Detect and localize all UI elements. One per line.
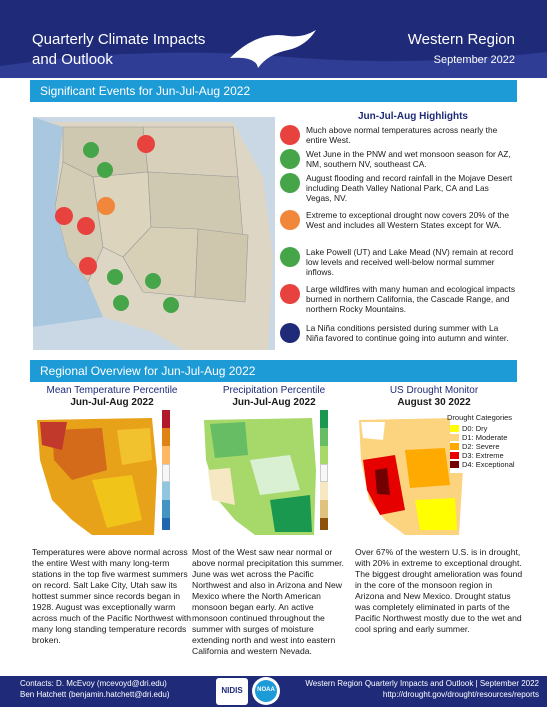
d4-swatch xyxy=(450,461,459,468)
flood-icon xyxy=(280,173,300,193)
highlights-title: Jun-Jul-Aug Highlights xyxy=(358,111,468,122)
report-date: September 2022 xyxy=(433,54,515,66)
d1-label: D1: Moderate xyxy=(462,433,508,442)
drought-monitor-map xyxy=(355,410,515,540)
map-icon-drought xyxy=(97,197,115,215)
map-shapes xyxy=(33,117,275,350)
map-icon-flood xyxy=(97,162,113,178)
map-icon-reservoir xyxy=(107,269,123,285)
contact-mcevoy: Contacts: D. McEvoy (mcevoyd@dri.edu) xyxy=(20,679,167,688)
drought-title: US Drought Monitor xyxy=(389,385,479,396)
d2-label: D2: Severe xyxy=(462,442,500,451)
temperature-percentile-map xyxy=(32,410,162,540)
drought-legend-title: Drought Categories xyxy=(447,413,513,422)
map-icon-reservoir-2 xyxy=(145,273,161,289)
temperature-period: Jun-Jul-Aug 2022 xyxy=(70,397,154,408)
footer-report-title: Western Region Quarterly Impacts and Out… xyxy=(305,679,539,688)
d0-swatch xyxy=(450,425,459,432)
precipitation-percentile-map xyxy=(200,410,318,540)
map-icon-fire xyxy=(55,207,73,225)
footer: Contacts: D. McEvoy (mcevoyd@dri.edu) Be… xyxy=(0,676,547,707)
map-icon-thermometer-3 xyxy=(79,257,97,275)
d0-label: D0: Dry xyxy=(462,424,488,433)
drought-period: August 30 2022 xyxy=(397,397,471,408)
report-title: Quarterly Climate Impacts and Outlook xyxy=(32,31,206,68)
region-title: Western Region xyxy=(407,31,515,48)
significant-events-band: Significant Events for Jun-Jul-Aug 2022 xyxy=(30,80,517,102)
reservoir-icon xyxy=(280,247,300,267)
thermometer-icon xyxy=(280,125,300,145)
la-nina-icon xyxy=(280,323,300,343)
d2-swatch xyxy=(450,443,459,450)
precipitation-text: Most of the West saw near normal or abov… xyxy=(192,547,344,656)
wildfire-icon xyxy=(280,284,300,304)
highlight-text: Large wildfires with many human and ecol… xyxy=(306,284,516,315)
noaa-bird-icon xyxy=(230,30,316,68)
map-icon-thermometer-2 xyxy=(77,217,95,235)
regional-overview-band: Regional Overview for Jun-Jul-Aug 2022 xyxy=(30,360,517,382)
nidis-logo-text: NIDIS xyxy=(221,686,243,695)
precipitation-title: Precipitation Percentile xyxy=(222,385,326,396)
significant-events-title: Significant Events for Jun-Jul-Aug 2022 xyxy=(40,84,251,98)
noaa-logo-text: NOAA xyxy=(257,687,275,693)
temperature-title: Mean Temperature Percentile xyxy=(46,385,178,396)
footer-contacts: Contacts: D. McEvoy (mcevoyd@dri.edu) Be… xyxy=(20,678,170,700)
d3-label: D3: Extreme xyxy=(462,451,504,460)
highlight-text: La Niña conditions persisted during summ… xyxy=(306,323,509,344)
water-drop-icon xyxy=(280,149,300,169)
drought-icon xyxy=(280,210,300,230)
precipitation-legend xyxy=(320,410,334,530)
western-us-events-map xyxy=(33,117,275,350)
footer-report-link[interactable]: http://drought.gov/drought/resources/rep… xyxy=(382,690,539,699)
nidis-logo: NIDIS xyxy=(216,678,248,705)
d1-swatch xyxy=(450,434,459,441)
highlight-text: Wet June in the PNW and wet monsoon seas… xyxy=(306,149,511,170)
map-icon-drop-2 xyxy=(113,295,129,311)
precipitation-period: Jun-Jul-Aug 2022 xyxy=(232,397,316,408)
d4-label: D4: Exceptional xyxy=(462,460,515,469)
regional-overview-title: Regional Overview for Jun-Jul-Aug 2022 xyxy=(40,364,256,378)
map-icon-thermometer xyxy=(137,135,155,153)
drought-legend: Drought Categories D0: Dry D1: Moderate … xyxy=(447,413,520,473)
map-icon-drop xyxy=(83,142,99,158)
wave-decoration xyxy=(0,52,547,78)
contact-hatchett: Ben Hatchett (benjamin.hatchett@dri.edu) xyxy=(20,690,170,699)
highlight-text: Much above normal temperatures across ne… xyxy=(306,125,498,146)
temperature-legend xyxy=(162,410,176,530)
highlight-text: August flooding and record rainfall in t… xyxy=(306,173,513,204)
d3-swatch xyxy=(450,452,459,459)
header-banner: Quarterly Climate Impacts and Outlook We… xyxy=(0,0,547,78)
temperature-text: Temperatures were above normal across th… xyxy=(32,547,192,645)
highlight-text: Extreme to exceptional drought now cover… xyxy=(306,210,509,231)
noaa-logo: NOAA xyxy=(252,677,280,705)
highlight-text: Lake Powell (UT) and Lake Mead (NV) rema… xyxy=(306,247,514,278)
map-icon-drop-3 xyxy=(163,297,179,313)
drought-text: Over 67% of the western U.S. is in droug… xyxy=(355,547,523,634)
footer-right: Western Region Quarterly Impacts and Out… xyxy=(305,678,539,700)
